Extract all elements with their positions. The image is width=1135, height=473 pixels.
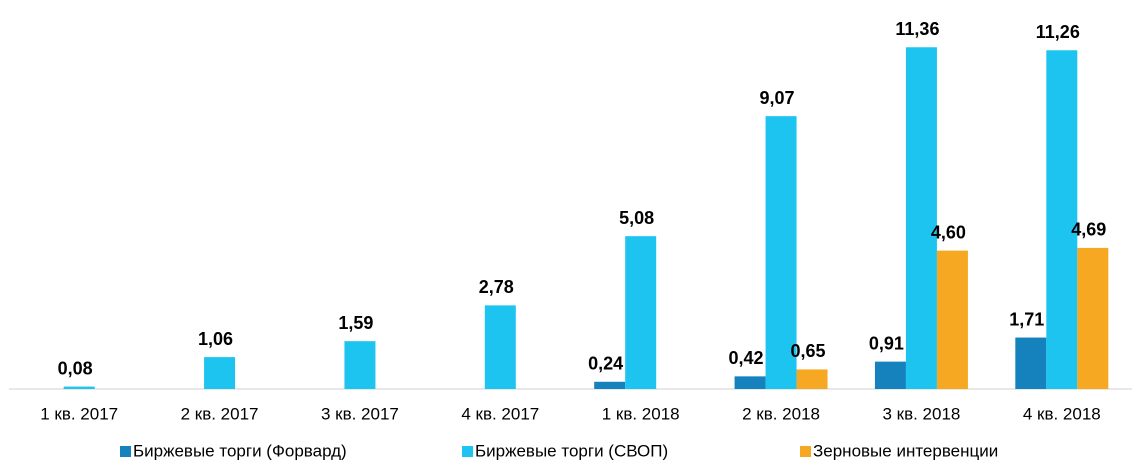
bar — [594, 381, 626, 389]
bar — [484, 305, 516, 389]
bar — [1077, 247, 1109, 389]
bar — [204, 357, 236, 389]
legend-label: Биржевые торги (СВОП) — [475, 441, 668, 460]
bar — [874, 361, 906, 389]
value-label: 1,06 — [198, 329, 233, 349]
bar — [63, 386, 95, 389]
bar — [765, 116, 797, 389]
value-label: 0,08 — [58, 358, 93, 378]
x-tick-label: 3 кв. 2018 — [882, 404, 960, 423]
value-label: 4,69 — [1071, 220, 1106, 240]
value-label: 4,60 — [931, 222, 966, 242]
x-tick-label: 2 кв. 2017 — [181, 404, 259, 423]
x-tick-label: 3 кв. 2017 — [321, 404, 399, 423]
bar — [1015, 337, 1047, 389]
value-label: 0,42 — [729, 348, 764, 368]
x-tick-label: 2 кв. 2018 — [742, 404, 820, 423]
legend-swatch — [462, 446, 473, 457]
value-label: 0,91 — [869, 333, 904, 353]
legend-label: Биржевые торги (Форвард) — [133, 441, 347, 460]
value-label: 11,36 — [895, 19, 939, 39]
value-label: 0,65 — [791, 341, 826, 361]
value-label: 2,78 — [479, 277, 514, 297]
x-tick-label: 1 кв. 2018 — [602, 404, 680, 423]
bar — [1046, 50, 1078, 390]
value-label: 5,08 — [619, 208, 654, 228]
bar — [905, 47, 937, 390]
value-label: 1,71 — [1009, 309, 1044, 329]
x-tick-label: 4 кв. 2017 — [461, 404, 539, 423]
legend-label: Зерновые интервенции — [813, 441, 998, 460]
legend-swatch — [800, 446, 811, 457]
bar — [625, 236, 657, 389]
x-tick-label: 4 кв. 2018 — [1023, 404, 1101, 423]
bar — [344, 341, 376, 389]
x-tick-label: 1 кв. 2017 — [40, 404, 118, 423]
value-label: 11,26 — [1036, 22, 1080, 42]
bar — [796, 369, 828, 389]
value-label: 0,24 — [588, 354, 623, 374]
value-label: 9,07 — [760, 88, 795, 108]
bar — [734, 376, 766, 389]
legend-swatch — [120, 446, 131, 457]
bar — [936, 250, 968, 389]
value-label: 1,59 — [338, 313, 373, 333]
